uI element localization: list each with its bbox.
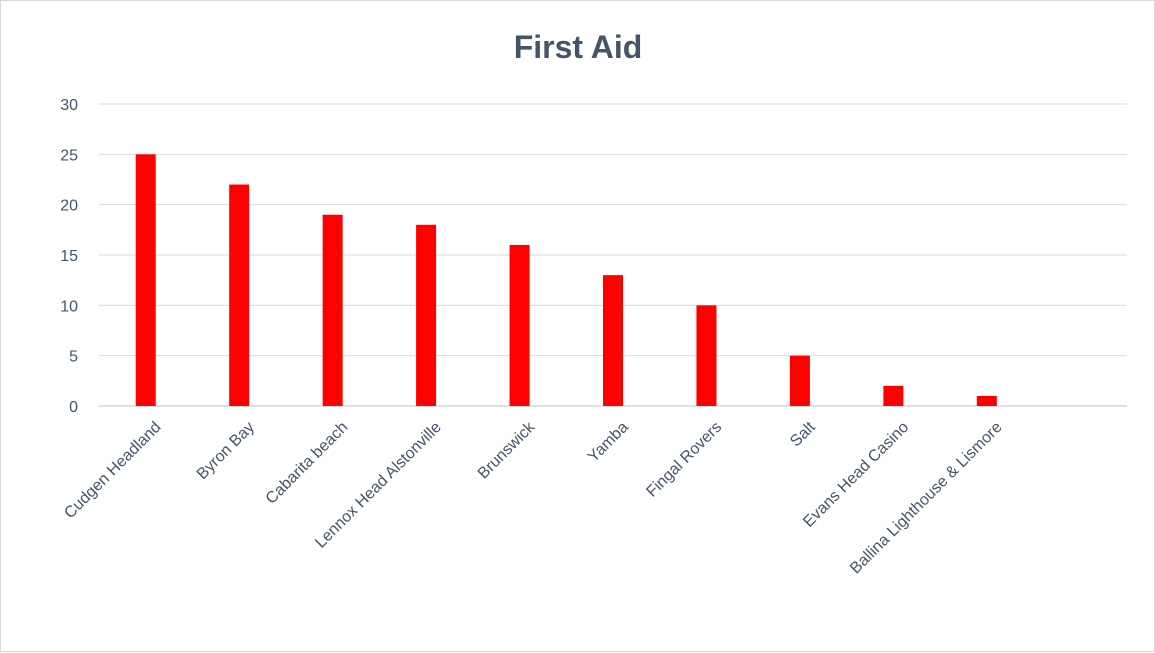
y-tick-label: 25 bbox=[60, 147, 78, 164]
x-tick-label: Ballina Lighthouse & Lismore bbox=[847, 419, 1006, 578]
x-tick-label: Salt bbox=[787, 418, 819, 450]
x-tick-label: Cabarita beach bbox=[263, 419, 352, 508]
y-tick-label: 30 bbox=[60, 97, 78, 114]
chart-title: First Aid bbox=[514, 29, 643, 65]
y-tick-label: 10 bbox=[60, 298, 78, 315]
x-tick-label: Byron Bay bbox=[194, 419, 258, 483]
y-tick-label: 15 bbox=[60, 248, 78, 265]
y-axis: 0 5 10 15 20 25 30 bbox=[60, 97, 78, 416]
bar bbox=[135, 154, 156, 406]
bar bbox=[603, 275, 623, 406]
bar bbox=[229, 184, 250, 406]
x-tick-label: Cudgen Headland bbox=[61, 419, 164, 522]
bar bbox=[416, 224, 437, 406]
x-tick-label: Evans Head Casino bbox=[800, 419, 912, 531]
bar bbox=[976, 395, 997, 406]
bar bbox=[883, 385, 904, 406]
y-tick-label: 5 bbox=[69, 349, 78, 366]
bar bbox=[789, 355, 810, 406]
bar bbox=[322, 214, 343, 406]
x-tick-label: Fingal Rovers bbox=[643, 419, 725, 501]
bar bbox=[696, 305, 717, 406]
x-tick-label: Yamba bbox=[585, 419, 632, 466]
bars bbox=[135, 154, 997, 406]
y-tick-label: 20 bbox=[60, 198, 78, 215]
x-axis: Cudgen Headland Byron Bay Cabarita beachLe… bbox=[61, 418, 1005, 577]
y-tick-label: 0 bbox=[69, 399, 78, 416]
bar bbox=[509, 244, 530, 406]
x-tick-label: Brunswick bbox=[475, 418, 539, 482]
